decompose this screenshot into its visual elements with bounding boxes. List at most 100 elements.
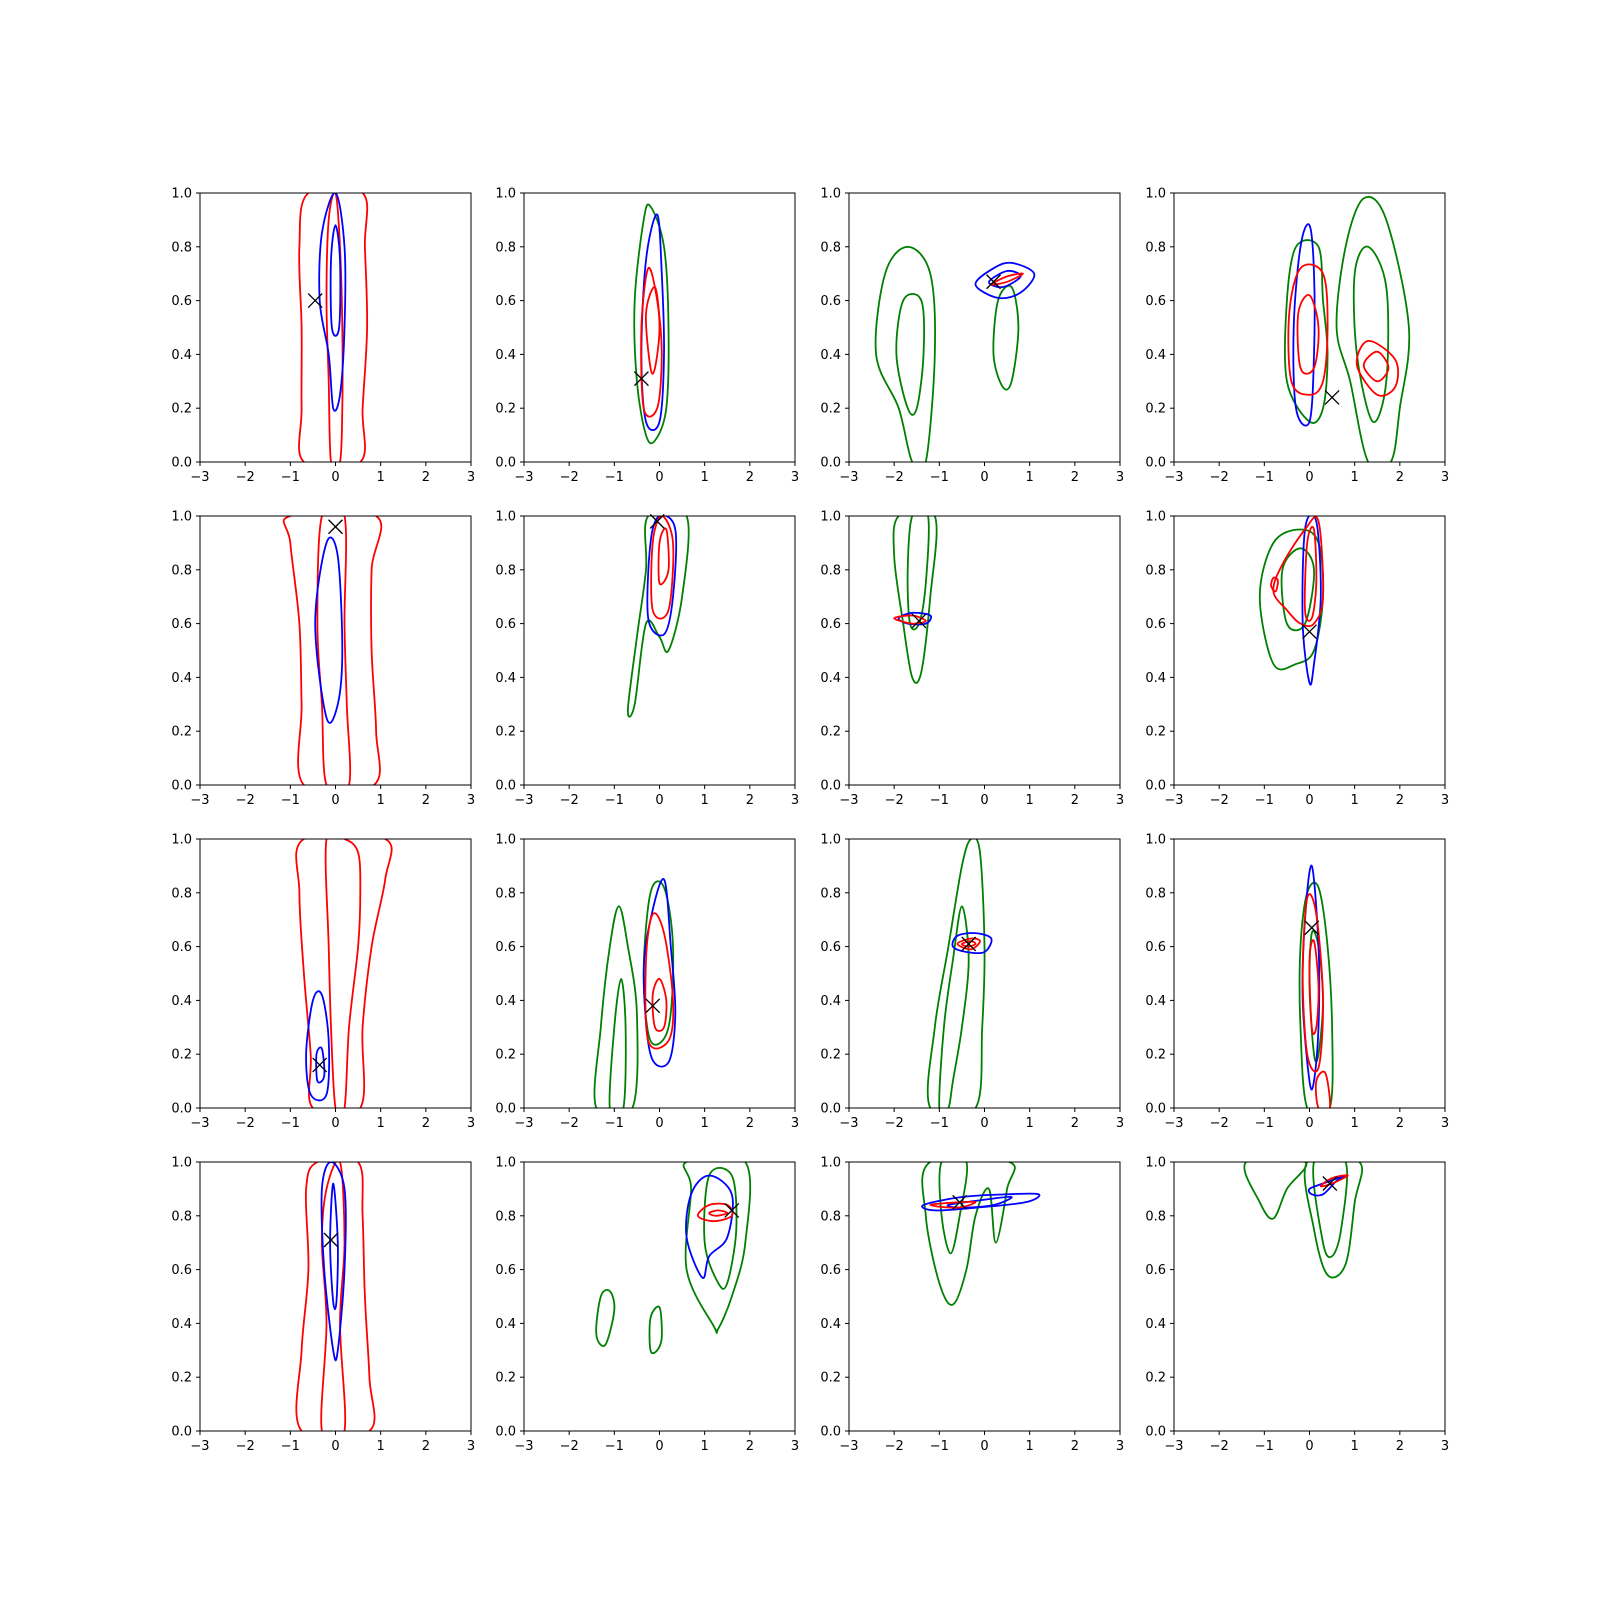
y-tick-label: 0.4 — [1145, 994, 1166, 1009]
subplot-4-1: −3 −2 −1 0 1 2 3 0.0 0.2 0.4 0.6 0.8 1.0 — [171, 1156, 475, 1455]
x-tick-label: 1 — [1026, 1116, 1034, 1131]
x-tick-label: −1 — [605, 470, 624, 485]
x-tick-label: 0 — [980, 470, 988, 485]
y-tick-label: 1.0 — [820, 510, 841, 525]
contour-red-outer — [1301, 893, 1324, 1073]
x-tick-label: −2 — [1210, 1439, 1229, 1454]
plot-area — [298, 193, 369, 462]
x-tick-label: −2 — [236, 1116, 255, 1131]
x-tick-label: 2 — [746, 1439, 754, 1454]
y-tick-label: 0.2 — [820, 402, 841, 417]
contour-red-inner — [708, 1209, 729, 1217]
y-tick-label: 1.0 — [171, 1156, 192, 1171]
subplot-2-2: −3 −2 −1 0 1 2 3 0.0 0.2 0.4 0.6 0.8 1.0 — [495, 510, 799, 809]
contour-green-outer — [921, 1162, 1016, 1306]
x-tick-label: −3 — [839, 1116, 858, 1131]
x-tick-label: −1 — [281, 1116, 300, 1131]
x-tick-label: 2 — [746, 793, 754, 808]
subplot-2-1: −3 −2 −1 0 1 2 3 0.0 0.2 0.4 0.6 0.8 1.0 — [171, 510, 475, 809]
x-tick-label: 2 — [746, 1116, 754, 1131]
x-tick-label: 3 — [791, 1116, 799, 1131]
y-tick-label: 0.8 — [171, 563, 192, 578]
x-marker — [961, 936, 977, 952]
y-tick-label: 0.6 — [1145, 1263, 1166, 1278]
contour-red-outer — [1272, 516, 1325, 628]
y-tick-label: 0.2 — [820, 1048, 841, 1063]
plot-area — [633, 203, 670, 445]
subplot-1-1: −3 −2 −1 0 1 2 3 0.0 0.2 0.4 0.6 0.8 1.0 — [171, 187, 475, 486]
y-tick-label: 0.0 — [495, 1102, 516, 1117]
x-tick-label: 2 — [746, 470, 754, 485]
y-tick-label: 1.0 — [171, 187, 192, 202]
y-tick-label: 0.6 — [1145, 617, 1166, 632]
x-marker — [633, 371, 649, 387]
y-tick-label: 0.4 — [1145, 348, 1166, 363]
contour-red-outer — [956, 937, 981, 951]
contour-blue-outer — [685, 1174, 734, 1279]
x-tick-label: 1 — [377, 1439, 385, 1454]
x-tick-label: −1 — [930, 1116, 949, 1131]
y-tick-label: 0.4 — [820, 994, 841, 1009]
y-tick-label: 1.0 — [495, 510, 516, 525]
x-tick-label: 0 — [1305, 1439, 1313, 1454]
contour-red-outer — [282, 516, 383, 785]
contour-blue-outer — [314, 536, 344, 724]
x-tick-label: −1 — [605, 1439, 624, 1454]
y-tick-label: 0.0 — [171, 1425, 192, 1440]
x-tick-label: 2 — [422, 793, 430, 808]
x-tick-label: 1 — [1351, 1439, 1359, 1454]
y-tick-label: 1.0 — [1145, 1156, 1166, 1171]
x-tick-label: −2 — [560, 470, 579, 485]
x-tick-label: 3 — [1116, 470, 1124, 485]
x-tick-label: −1 — [930, 470, 949, 485]
y-tick-label: 0.4 — [171, 994, 192, 1009]
x-tick-label: 0 — [980, 1116, 988, 1131]
x-tick-label: −3 — [514, 1116, 533, 1131]
x-marker — [649, 513, 665, 529]
contour-blue-outer — [305, 990, 331, 1102]
x-tick-label: −1 — [1255, 793, 1274, 808]
x-marker — [1302, 624, 1317, 640]
subplot-4-4: −3 −2 −1 0 1 2 3 0.0 0.2 0.4 0.6 0.8 1.0 — [1145, 1156, 1449, 1455]
x-tick-label: −3 — [514, 1439, 533, 1454]
y-tick-label: 1.0 — [1145, 510, 1166, 525]
y-tick-label: 0.4 — [820, 671, 841, 686]
x-tick-label: 2 — [422, 1116, 430, 1131]
y-tick-label: 0.6 — [171, 617, 192, 632]
contour-red-inner — [1303, 525, 1318, 622]
subplot-2-3: −3 −2 −1 0 1 2 3 0.0 0.2 0.4 0.6 0.8 1.0 — [820, 510, 1124, 809]
x-tick-label: −2 — [885, 470, 904, 485]
y-tick-label: 0.8 — [1145, 1209, 1166, 1224]
axes-frame — [848, 1161, 1121, 1432]
plot-area — [874, 245, 1036, 462]
contour-red-outer — [298, 193, 369, 462]
contour-red-inner — [645, 286, 661, 375]
x-tick-label: −3 — [1164, 793, 1183, 808]
x-tick-label: 2 — [1071, 1439, 1079, 1454]
x-tick-label: −2 — [1210, 1116, 1229, 1131]
contour-red-outer — [295, 839, 393, 1108]
x-tick-label: −1 — [930, 1439, 949, 1454]
contour-green-outer — [874, 245, 936, 462]
x-tick-label: 3 — [1116, 793, 1124, 808]
x-tick-label: 2 — [1071, 793, 1079, 808]
subplot-4-2: −3 −2 −1 0 1 2 3 0.0 0.2 0.4 0.6 0.8 1.0 — [495, 1156, 799, 1455]
y-tick-label: 0.2 — [820, 725, 841, 740]
y-tick-label: 1.0 — [495, 833, 516, 848]
plot-area — [282, 516, 383, 785]
contour-green-inner — [1312, 1162, 1349, 1259]
x-marker — [986, 274, 1001, 290]
y-tick-label: 0.0 — [820, 1102, 841, 1117]
x-tick-label: −2 — [885, 1439, 904, 1454]
y-tick-label: 0.8 — [495, 886, 516, 901]
plot-area — [626, 516, 690, 718]
subplot-4-3: −3 −2 −1 0 1 2 3 0.0 0.2 0.4 0.6 0.8 1.0 — [820, 1156, 1124, 1455]
contour-red-inner — [324, 839, 362, 1108]
contour-green-inner — [906, 516, 930, 631]
x-marker — [323, 1232, 339, 1248]
x-tick-label: 1 — [1026, 793, 1034, 808]
contour-blue-outer — [642, 878, 677, 1068]
y-tick-label: 0.4 — [495, 671, 516, 686]
y-tick-label: 0.6 — [171, 940, 192, 955]
x-tick-label: −2 — [1210, 470, 1229, 485]
